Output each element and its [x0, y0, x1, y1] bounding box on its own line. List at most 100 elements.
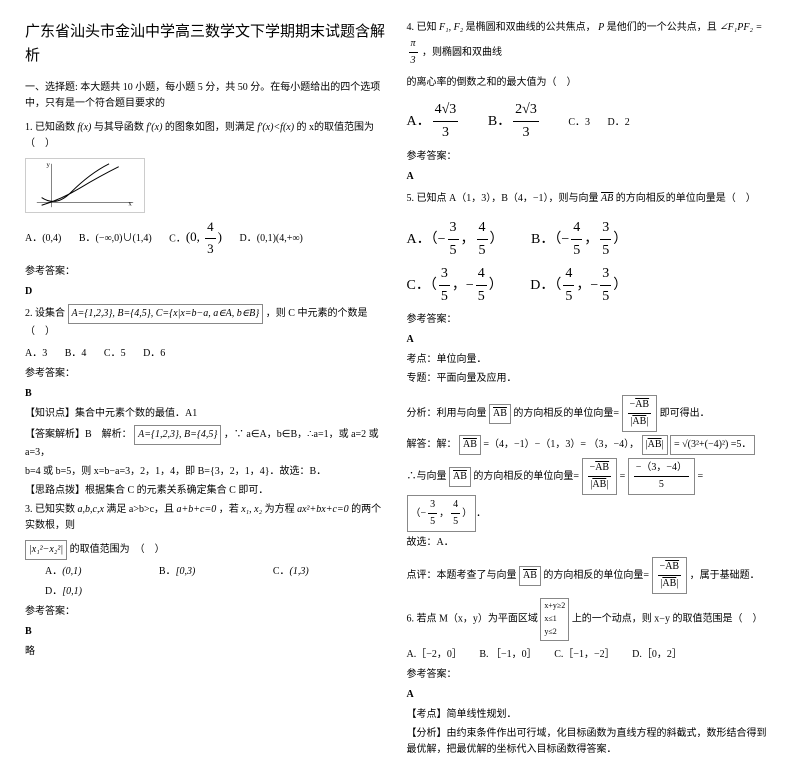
q5-analysis-label: 分析：利用与向量: [407, 408, 487, 419]
q6-answer-label: 参考答案：: [407, 667, 769, 683]
q3-formula: a+b+c=0: [177, 504, 217, 515]
q2-answer-label: 参考答案：: [25, 366, 387, 382]
q3-answer: B: [25, 624, 387, 640]
q2-opt-c: C．5: [104, 346, 126, 362]
q3-opt-d: D．[0,1): [45, 586, 82, 597]
question-5: 5. 已知点 A（1，3），B（4，−1），则与向量 AB 的方向相反的单位向量…: [407, 191, 769, 207]
question-1: 1. 已知函数 f(x) 与其导函数 f'(x) 的图象如图，则满足 f'(x)…: [25, 120, 387, 152]
q3-note: 略: [25, 644, 387, 660]
q2-formula: A={1,2,3}, B={4,5}, C={x|x=b−a, a∈A, b∈B…: [68, 304, 264, 324]
q5-solve-label: 解答：解：: [407, 439, 457, 450]
document-title: 广东省汕头市金汕中学高三数学文下学期期末试题含解析: [25, 20, 387, 68]
q4-opt-b: B．2√33: [488, 99, 541, 145]
q6-options: A.［−2，0］ B. ［−1，0］ C.［−1，−2］ D.［0，2］: [407, 647, 769, 663]
q5-solve-line1: 解答：解： AB =（4，−1）−（1，3）= （3，−4）， |AB| = √…: [407, 435, 769, 455]
q4-options: A．4√33 B．2√33 C．3 D．2: [407, 99, 769, 145]
q1-formula-2: f'(x): [146, 122, 162, 133]
q5-options: A．（−35，45） B．（−45，35） C．（35，−45） D．（45，−…: [407, 217, 769, 309]
q5-solve-ab: AB: [459, 435, 481, 455]
q6-constraints: x+y≥2 x≤1 y≤2: [540, 598, 569, 640]
q4-answer: A: [407, 169, 769, 185]
q5-opt-d: D．（45，−35）: [530, 263, 627, 309]
q5-topic: 专题：平面向量及应用．: [407, 371, 769, 387]
q5-comment-mid: 的方向相反的单位向量=: [543, 570, 649, 581]
q5-opt-a: A．（−35，45）: [407, 217, 504, 263]
q1-mid2: 的图象如图，则满足: [165, 122, 255, 133]
right-column: 4. 已知 F₁, F₂ 是椭圆和双曲线的公共焦点， P 是他们的一个公共点，且…: [397, 20, 779, 541]
q4-mid2: 是他们的一个公共点，且: [607, 22, 717, 33]
q5-ab: AB: [601, 193, 613, 204]
q4-opt-a: A．4√33: [407, 99, 461, 145]
q2-sol-formula: A={1,2,3}, B={4,5}: [134, 425, 221, 445]
q3-vars: a,b,c,x: [78, 504, 104, 515]
q2-opt-a: A．3: [25, 346, 47, 362]
q5-comment-end: ，属于基础题．: [690, 570, 760, 581]
q1-answer-label: 参考答案：: [25, 264, 387, 280]
q5-solve-line2: ∴与向量 AB 的方向相反的单位向量= −AB|AB| = −（3，−4）5 =…: [407, 458, 769, 532]
q1-text: 1. 已知函数: [25, 122, 75, 133]
q6-text: 6. 若点 M（x，y）为平面区域: [407, 614, 538, 625]
q4-mid: 是椭圆和双曲线的公共焦点，: [466, 22, 596, 33]
q5-answer-label: 参考答案：: [407, 312, 769, 328]
q5-comment-label: 点评：本题考查了与向量: [407, 570, 517, 581]
q6-opt-b: B. ［−1，0］: [479, 647, 536, 663]
q3-eq: ax²+bx+c=0: [297, 504, 349, 515]
q6-analysis: 【分析】由约束条件作出可行域，化目标函数为直线方程的斜截式，数形结合得到最优解，…: [407, 726, 769, 758]
q5-solve-frac: −AB|AB|: [582, 458, 618, 495]
q5-solve-therefore: ∴与向量: [407, 471, 447, 482]
q3-expr: |x₁²−x₂²|: [25, 540, 67, 560]
question-4: 4. 已知 F₁, F₂ 是椭圆和双曲线的公共焦点， P 是他们的一个公共点，且…: [407, 20, 769, 69]
section-1-header: 一、选择题: 本大题共 10 小题，每小题 5 分，共 50 分。在每小题给出的…: [25, 80, 387, 112]
q1-mid: 与其导函数: [94, 122, 144, 133]
q4-angle-frac: π3: [409, 36, 418, 69]
q3-mid2: ，若: [219, 504, 239, 515]
q2-opt-d: D．6: [143, 346, 165, 362]
q1-opt-b: B．(−∞,0)∪(1,4): [79, 231, 152, 247]
q5-analysis-mid: 的方向相反的单位向量=: [513, 408, 619, 419]
q5-comment: 点评：本题考查了与向量 AB 的方向相反的单位向量= −AB|AB| ，属于基础…: [407, 557, 769, 594]
q4-p: P: [598, 22, 604, 33]
q5-solve-mag-eq: = √(3²+(−4)²) =5．: [670, 435, 755, 455]
q2-thinking: 【思路点拨】根据集合 C 的元素关系确定集合 C 即可．: [25, 483, 387, 499]
q3-mid: 满足 a>b>c，且: [106, 504, 174, 515]
q1-formula-3: f'(x)<f(x): [257, 122, 294, 133]
q3-opt-b: B．[0,3): [159, 564, 195, 580]
q3-text: 3. 已知实数: [25, 504, 75, 515]
q5-solve-ab2: AB: [449, 467, 471, 487]
q6-end: 上的一个动点，则 x−y 的取值范围是（ ）: [572, 614, 763, 625]
q5-solve-mid: 的方向相反的单位向量=: [473, 471, 579, 482]
q5-point: 考点：单位向量．: [407, 352, 769, 368]
q1-graph: x y: [25, 158, 145, 213]
left-column: 广东省汕头市金汕中学高三数学文下学期期末试题含解析 一、选择题: 本大题共 10…: [15, 20, 397, 541]
q4-end: ，则椭圆和双曲线: [422, 47, 502, 58]
q4-text: 4. 已知: [407, 22, 437, 33]
q3-end2: 的取值范围为 （ ）: [70, 544, 165, 555]
q5-answer: A: [407, 332, 769, 348]
q6-answer: A: [407, 687, 769, 703]
q5-text: 5. 已知点 A（1，3），B（4，−1），则与向量: [407, 193, 599, 204]
q4-opt-c: C．3: [568, 115, 590, 131]
q3-opt-d-line: D．[0,1): [45, 584, 387, 600]
q2-text: 2. 设集合: [25, 308, 65, 319]
svg-text:x: x: [128, 200, 132, 207]
q5-analysis: 分析：利用与向量 AB 的方向相反的单位向量= −AB|AB| 即可得出．: [407, 395, 769, 432]
q4-line2: 的离心率的倒数之和的最大值为（ ）: [407, 75, 769, 91]
q1-answer: D: [25, 284, 387, 300]
q2-solution: 【答案解析】B 解析： A={1,2,3}, B={4,5} ，∵ a∈A，b∈…: [25, 425, 387, 461]
q2-opt-b: B．4: [65, 346, 87, 362]
q3-expr-line: |x₁²−x₂²| 的取值范围为 （ ）: [25, 540, 387, 560]
q1-options: A．(0,4) B．(−∞,0)∪(1,4) C．(0, 43) D．(0,1)…: [25, 217, 387, 260]
q5-opt-b: B．（−45，35）: [531, 217, 627, 263]
q5-analysis-formula: −AB|AB|: [622, 395, 658, 432]
q1-opt-d: D．(0,1)(4,+∞): [240, 231, 303, 247]
q5-solve-eq: =（4，−1）−（1，3）= （3，−4），: [483, 439, 639, 450]
q5-analysis-end: 即可得出．: [660, 408, 710, 419]
question-3: 3. 已知实数 a,b,c,x 满足 a>b>c，且 a+b+c=0 ，若 x₁…: [25, 502, 387, 534]
q4-opt-d: D．2: [608, 115, 630, 131]
q3-options: A．(0,1) B．[0,3) C．(1,3): [45, 564, 387, 580]
q6-opt-a: A.［−2，0］: [407, 647, 462, 663]
q4-angle: ∠F₁PF₂ =: [719, 22, 762, 33]
q5-solve-result: （−35，45）: [407, 495, 477, 532]
q1-opt-c: C．(0, 43): [169, 217, 222, 260]
q4-answer-label: 参考答案：: [407, 149, 769, 165]
